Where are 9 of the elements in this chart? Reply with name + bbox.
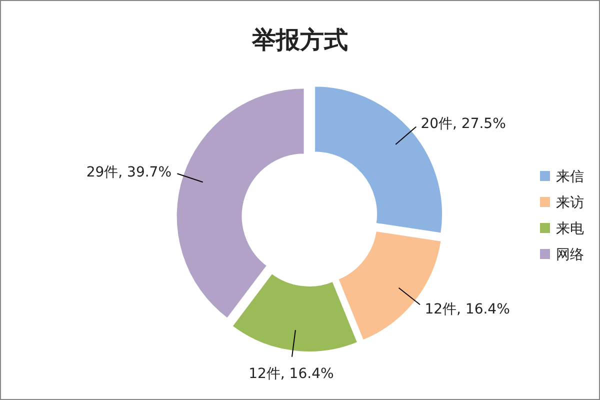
legend-label: 来访 bbox=[556, 195, 584, 211]
data-label: 29件, 39.7% bbox=[86, 164, 172, 181]
data-label: 20件, 27.5% bbox=[420, 116, 506, 132]
legend-label: 网络 bbox=[556, 247, 584, 263]
legend-label: 来信 bbox=[556, 169, 584, 185]
legend-label: 来电 bbox=[556, 221, 584, 237]
data-label: 12件, 16.4% bbox=[424, 301, 510, 318]
chart-title: 举报方式 bbox=[251, 26, 348, 54]
data-label: 12件, 16.4% bbox=[248, 366, 334, 382]
